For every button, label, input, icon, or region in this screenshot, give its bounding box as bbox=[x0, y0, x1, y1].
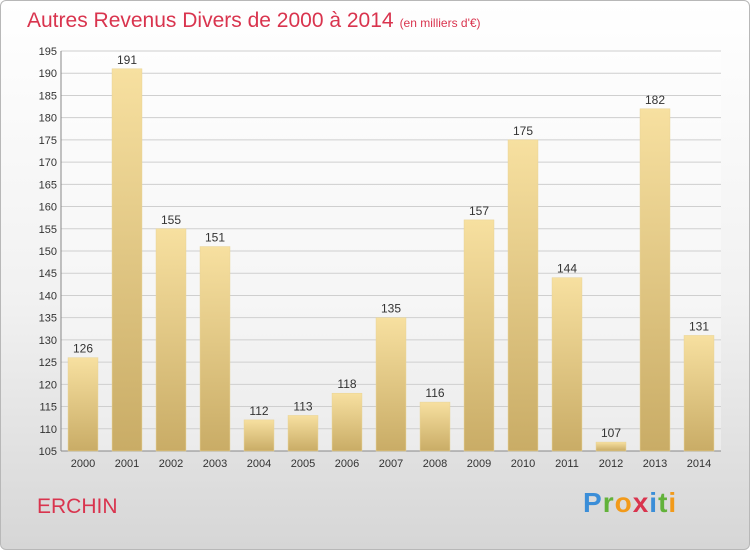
y-tick-label: 110 bbox=[39, 424, 57, 436]
x-tick-label: 2008 bbox=[423, 458, 447, 470]
x-tick-label: 2010 bbox=[511, 458, 535, 470]
bar bbox=[595, 441, 627, 452]
logo-letter: r bbox=[602, 487, 615, 518]
x-tick-label: 2002 bbox=[159, 458, 183, 470]
x-tick-label: 2009 bbox=[467, 458, 491, 470]
x-tick-label: 2001 bbox=[115, 458, 139, 470]
y-tick-label: 155 bbox=[39, 224, 57, 236]
bar bbox=[375, 317, 407, 452]
y-tick-label: 180 bbox=[39, 113, 57, 125]
bar bbox=[243, 419, 275, 452]
bar bbox=[551, 277, 583, 452]
bar bbox=[331, 392, 363, 452]
x-tick-label: 2004 bbox=[247, 458, 271, 470]
bar-value-label: 151 bbox=[205, 231, 225, 245]
y-tick-label: 130 bbox=[39, 335, 57, 347]
bar bbox=[639, 108, 671, 452]
bar bbox=[111, 68, 143, 452]
y-tick-label: 190 bbox=[39, 68, 57, 80]
bar-value-label: 131 bbox=[689, 319, 709, 333]
x-tick-label: 2007 bbox=[379, 458, 403, 470]
location-label: ERCHIN bbox=[37, 495, 118, 518]
x-tick-label: 2012 bbox=[599, 458, 623, 470]
bar bbox=[199, 246, 231, 452]
y-tick-label: 165 bbox=[39, 179, 57, 191]
y-tick-label: 145 bbox=[39, 268, 57, 280]
bar-value-label: 135 bbox=[381, 302, 401, 316]
bar-value-label: 126 bbox=[73, 342, 93, 356]
y-tick-label: 105 bbox=[39, 446, 57, 458]
logo-letter: i bbox=[649, 487, 659, 518]
bar-value-label: 182 bbox=[645, 93, 665, 107]
y-tick-label: 150 bbox=[39, 246, 57, 258]
y-tick-label: 125 bbox=[39, 357, 57, 369]
bar bbox=[287, 415, 319, 452]
y-tick-label: 115 bbox=[39, 402, 57, 414]
y-tick-label: 140 bbox=[39, 290, 57, 302]
bar-value-label: 107 bbox=[601, 426, 621, 440]
bar-value-label: 112 bbox=[249, 404, 268, 418]
bar-value-label: 113 bbox=[293, 399, 312, 413]
x-tick-label: 2013 bbox=[643, 458, 667, 470]
chart-title: Autres Revenus Divers de 2000 à 2014 (en … bbox=[27, 9, 481, 33]
x-tick-label: 2003 bbox=[203, 458, 227, 470]
bar-value-label: 118 bbox=[337, 377, 356, 391]
bar bbox=[67, 357, 99, 452]
y-tick-label: 185 bbox=[39, 90, 57, 102]
bar-value-label: 175 bbox=[513, 124, 533, 138]
bar-value-label: 157 bbox=[469, 204, 489, 218]
logo-letter: i bbox=[668, 487, 678, 518]
x-tick-label: 2005 bbox=[291, 458, 315, 470]
bar bbox=[419, 401, 451, 452]
logo-letter: o bbox=[614, 487, 633, 518]
bar bbox=[463, 219, 495, 452]
chart-title-main: Autres Revenus Divers de 2000 à 2014 bbox=[27, 9, 394, 32]
logo-letter: x bbox=[632, 487, 650, 518]
bar bbox=[155, 228, 187, 452]
proxiti-logo: Proxiti bbox=[583, 487, 677, 519]
y-tick-label: 170 bbox=[39, 157, 57, 169]
bar-value-label: 191 bbox=[117, 53, 137, 67]
bar bbox=[507, 139, 539, 452]
logo-letter: P bbox=[583, 487, 603, 518]
chart-subtitle: (en milliers d'€) bbox=[399, 16, 481, 30]
y-tick-label: 175 bbox=[39, 135, 57, 147]
bar-value-label: 155 bbox=[161, 213, 181, 227]
bar bbox=[683, 335, 715, 452]
x-tick-label: 2000 bbox=[71, 458, 95, 470]
y-tick-label: 120 bbox=[39, 379, 57, 391]
y-tick-label: 195 bbox=[39, 46, 57, 58]
y-tick-label: 160 bbox=[39, 202, 57, 214]
y-tick-label: 135 bbox=[39, 313, 57, 325]
x-tick-label: 2006 bbox=[335, 458, 359, 470]
bar-value-label: 144 bbox=[557, 262, 577, 276]
logo-letter: t bbox=[658, 487, 669, 518]
x-tick-label: 2011 bbox=[555, 458, 579, 470]
bar-value-label: 116 bbox=[425, 386, 444, 400]
x-tick-label: 2014 bbox=[687, 458, 711, 470]
